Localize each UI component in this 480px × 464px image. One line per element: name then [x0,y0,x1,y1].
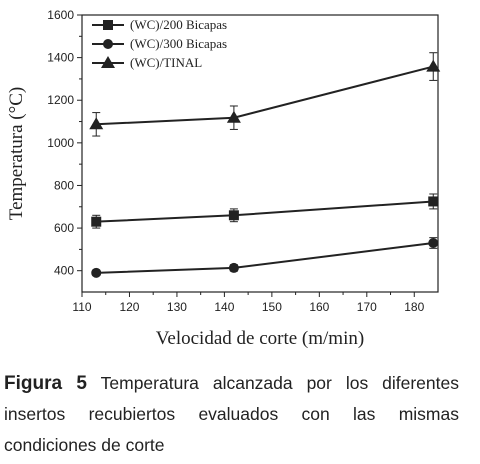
legend-marker [103,20,113,30]
legend-label: (WC)/200 Bicapas [130,17,227,32]
x-tick-label: 160 [309,300,329,314]
y-tick-label: 400 [54,264,74,278]
series-square [91,193,439,229]
legend-entry: (WC)/300 Bicapas [92,36,227,51]
data-point [89,117,104,130]
data-point [228,262,239,273]
series-triangle [89,52,441,137]
y-tick-label: 800 [54,178,74,192]
x-tick-label: 170 [357,300,377,314]
data-point [226,110,241,123]
y-tick-label: 1600 [47,8,74,22]
data-point [91,216,102,227]
legend-marker [101,56,115,68]
chart: 110 120 130 140 150 160 170 180 400 600 800 1000 120… [6,8,441,349]
caption-label: Figura 5 [4,373,87,394]
chart-axes [81,14,439,293]
series-circle [91,237,439,278]
y-tick-label: 1000 [47,136,74,150]
y-tick-label: 1200 [47,93,74,107]
x-tick-label: 140 [214,300,234,314]
chart-legend: (WC)/200 Bicapas (WC)/300 Bicapas (WC)/TIN… [92,17,227,70]
data-point [426,59,441,72]
x-axis-title: Velocidad de corte (m/min) [156,328,364,349]
y-tick-label: 600 [54,221,74,235]
x-tick-label: 120 [119,300,139,314]
y-tick-label: 1400 [47,51,74,65]
y-axis-title: Temperatura (°C) [6,87,27,220]
chart-ticks: 110 120 130 140 150 160 170 180 400 600 800 1000 120… [47,8,424,314]
legend-label: (WC)/TINAL [130,55,202,70]
data-point [228,210,239,221]
legend-label: (WC)/300 Bicapas [130,36,227,51]
series-line [96,242,434,274]
legend-entry: (WC)/200 Bicapas [92,17,227,32]
x-tick-label: 180 [404,300,424,314]
series-line [96,65,434,126]
plot-frame [81,14,439,293]
series-line [96,200,434,223]
chart-series [89,52,441,278]
figure-caption: Figura 5 Temperatura alcanzada por los d… [4,368,459,461]
data-point [428,196,439,207]
legend-entry: (WC)/TINAL [92,55,202,70]
x-tick-label: 150 [262,300,282,314]
x-tick-label: 130 [167,300,187,314]
legend-marker [103,39,113,49]
caption-text: Temperatura alcanzada por los diferentes… [4,373,459,455]
data-point [91,267,102,278]
x-tick-label: 110 [72,300,91,314]
data-point [428,237,439,248]
